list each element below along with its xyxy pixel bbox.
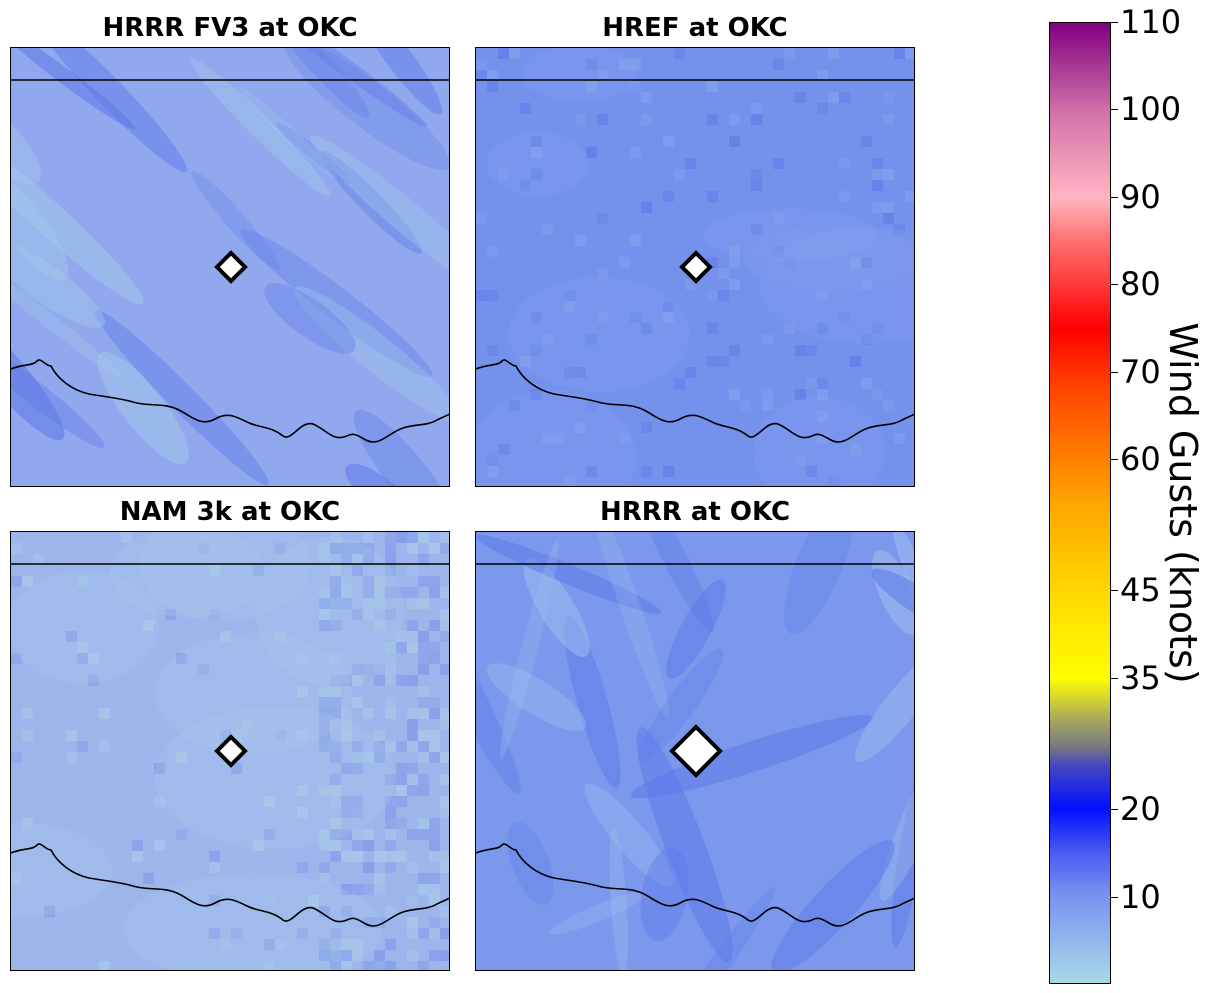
okc-station-marker[interactable] bbox=[214, 250, 248, 284]
colorbar-tick-label: 70 bbox=[1120, 353, 1161, 391]
colorbar-tick-mark bbox=[1111, 22, 1118, 23]
okc-station-marker[interactable] bbox=[214, 734, 248, 768]
panel-title-hrrr-fv3: HRRR FV3 at OKC bbox=[102, 13, 358, 43]
colorbar-tick-label: 35 bbox=[1120, 659, 1161, 697]
colorbar-tick-label: 90 bbox=[1120, 178, 1161, 216]
colorbar-tick-label: 100 bbox=[1120, 90, 1182, 128]
colorbar-tick-mark bbox=[1111, 197, 1118, 198]
colorbar-tick-mark bbox=[1111, 809, 1118, 810]
colorbar-tick-mark bbox=[1111, 590, 1118, 591]
map-panel-href[interactable] bbox=[475, 47, 915, 487]
map-panel-hrrr-fv3[interactable] bbox=[10, 47, 450, 487]
colorbar-tick-mark bbox=[1111, 459, 1118, 460]
colorbar-tick-label: 110 bbox=[1120, 3, 1182, 41]
map-panel-hrrr[interactable] bbox=[475, 531, 915, 971]
wind-gust-map-hrrr-fv3 bbox=[11, 48, 449, 486]
wind-gust-map-hrrr bbox=[476, 532, 914, 970]
panel-title-nam-3k: NAM 3k at OKC bbox=[119, 497, 341, 527]
colorbar-tick-label: 45 bbox=[1120, 571, 1161, 609]
colorbar-tick-mark bbox=[1111, 678, 1118, 679]
colorbar-tick-mark bbox=[1111, 897, 1118, 898]
colorbar-tick-mark bbox=[1111, 284, 1118, 285]
colorbar-tick-label: 10 bbox=[1120, 878, 1161, 916]
colorbar-tick-label: 60 bbox=[1120, 440, 1161, 478]
panel-title-href: HREF at OKC bbox=[602, 13, 788, 43]
map-panel-nam-3k[interactable] bbox=[10, 531, 450, 971]
panel-title-hrrr: HRRR at OKC bbox=[599, 497, 791, 527]
colorbar-tick-label: 20 bbox=[1120, 790, 1161, 828]
colorbar-label: Wind Gusts (knots) bbox=[1161, 322, 1205, 684]
colorbar-tick-mark bbox=[1111, 372, 1118, 373]
colorbar-tick-mark bbox=[1111, 109, 1118, 110]
wind-gust-map-nam-3k bbox=[11, 532, 449, 970]
wind-gust-colorbar bbox=[1049, 22, 1111, 984]
okc-station-marker[interactable] bbox=[679, 250, 713, 284]
wind-gust-map-href bbox=[476, 48, 914, 486]
okc-station-marker[interactable] bbox=[669, 724, 723, 778]
colorbar-tick-label: 80 bbox=[1120, 265, 1161, 303]
